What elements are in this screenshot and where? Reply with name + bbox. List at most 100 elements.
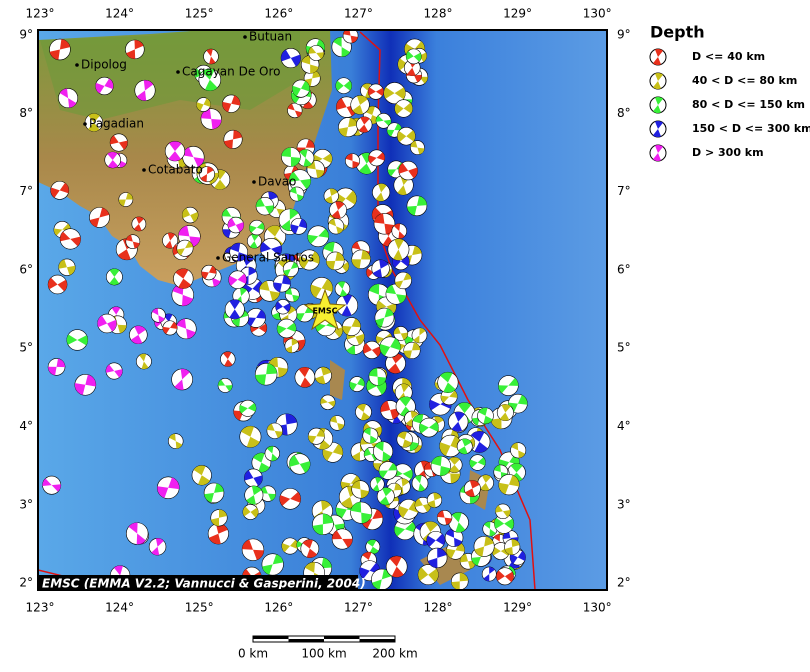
- legend-label: 80 < D <= 150 km: [692, 98, 805, 111]
- legend-ball: [649, 96, 667, 114]
- beachball-quadrant: [53, 223, 71, 236]
- lat-label-right: 8°: [617, 106, 631, 120]
- lat-label-right: 6°: [617, 262, 631, 276]
- beachball-quadrant: [241, 426, 260, 448]
- beachball-quadrant: [372, 477, 382, 492]
- beachball-quadrant: [66, 334, 88, 346]
- beachball-quadrant: [287, 103, 302, 118]
- beachball-quadrant: [407, 196, 427, 216]
- beachball-quadrant: [333, 37, 350, 57]
- beachball-quadrant: [451, 411, 465, 432]
- city-label: Cotabato: [148, 163, 203, 177]
- scale-labels: 0 km 100 km 200 km: [238, 647, 418, 661]
- beachball-quadrant: [393, 327, 408, 340]
- beachball-quadrant: [398, 383, 409, 402]
- beachball-quadrant: [395, 272, 412, 289]
- beachball-quadrant: [508, 395, 528, 413]
- scale-bar-segment: [324, 636, 360, 639]
- beachball-quadrant: [105, 364, 123, 378]
- beachball-quadrant: [465, 480, 480, 497]
- beachball-quadrant: [97, 315, 117, 332]
- beachball-quadrant: [366, 539, 379, 554]
- beachball-quadrant: [228, 273, 247, 286]
- beachball-quadrant: [372, 259, 389, 278]
- beachball-quadrant: [451, 572, 469, 590]
- beachball-quadrant: [388, 353, 403, 374]
- beachball-quadrant: [511, 442, 526, 458]
- beachball-quadrant: [168, 141, 182, 161]
- lon-label-bottom: 125°: [185, 601, 214, 615]
- beachball-quadrant: [363, 427, 378, 444]
- legend-ball-quadrant: [653, 73, 663, 89]
- legend-label: 150 < D <= 300 km: [692, 122, 810, 135]
- beachball-quadrant: [285, 338, 299, 353]
- beachball-quadrant: [498, 475, 520, 495]
- beachball-quadrant: [249, 222, 265, 233]
- beachball-quadrant: [337, 281, 348, 297]
- beachball-quadrant: [375, 308, 394, 327]
- beachball-quadrant: [399, 396, 412, 417]
- beachball-quadrant: [357, 403, 370, 421]
- beachball-quadrant: [308, 47, 324, 59]
- beachball-quadrant: [338, 117, 358, 137]
- beachball-quadrant: [202, 68, 218, 91]
- beachball-quadrant: [178, 225, 201, 248]
- beachball-quadrant: [279, 491, 301, 506]
- beachball-quadrant: [196, 98, 211, 111]
- beachball-quadrant: [152, 308, 165, 323]
- scale-bar: [252, 635, 396, 643]
- beachball-quadrant: [176, 318, 196, 339]
- beachball-quadrant: [253, 453, 270, 473]
- lat-label-left: 9°: [19, 28, 33, 42]
- lat-label-left: 7°: [19, 184, 33, 198]
- beachball-quadrant: [419, 421, 439, 434]
- legend-ball: [649, 48, 667, 66]
- beachball-quadrant: [139, 353, 149, 370]
- city-dot: [176, 70, 180, 74]
- legend-ball-quadrant: [653, 49, 663, 65]
- scale-label: 200 km: [372, 647, 417, 661]
- beachball-quadrant: [281, 49, 301, 67]
- lat-label-right: 2°: [617, 576, 631, 590]
- beachball-quadrant: [324, 188, 338, 204]
- beachball-quadrant: [227, 218, 244, 232]
- beachball-quadrant: [359, 562, 380, 579]
- beachball-quadrant: [260, 242, 282, 256]
- beachball-quadrant: [484, 521, 496, 537]
- beachball-quadrant: [427, 492, 442, 508]
- legend-label: D > 300 km: [692, 146, 764, 159]
- beachball-quadrant: [298, 367, 312, 388]
- beachball-quadrant: [95, 78, 114, 94]
- lat-label-left: 8°: [19, 106, 33, 120]
- lon-label-bottom: 130°: [583, 601, 612, 615]
- city-label: Davao: [258, 175, 296, 189]
- beachball-quadrant: [249, 233, 259, 249]
- beachball-quadrant: [128, 522, 146, 545]
- legend-ball: [649, 144, 667, 162]
- city-label: General Santos: [222, 251, 314, 265]
- beachball-quadrant: [110, 135, 128, 150]
- beachball-quadrant: [169, 433, 183, 449]
- beachball-quadrant: [386, 284, 407, 304]
- beachball-quadrant: [418, 567, 439, 583]
- beachball-quadrant: [478, 407, 493, 424]
- beachball-quadrant: [358, 116, 370, 133]
- beachball-quadrant: [299, 251, 320, 269]
- beachball-quadrant: [380, 400, 400, 420]
- legend-ball-quadrant: [653, 145, 663, 161]
- lon-label-top: 124°: [105, 7, 134, 21]
- beachball-quadrant: [458, 438, 472, 454]
- beachball-quadrant: [49, 39, 71, 60]
- beachball-quadrant: [246, 485, 262, 505]
- beachball-quadrant: [414, 475, 426, 492]
- beachball-quadrant: [320, 397, 336, 407]
- beachball-quadrant: [393, 238, 404, 261]
- beachball-quadrant: [50, 182, 69, 198]
- beachball-quadrant: [469, 457, 486, 468]
- beachball-quadrant: [342, 318, 361, 335]
- beachball-quadrant: [471, 431, 488, 453]
- beachball-quadrant: [42, 478, 61, 492]
- beachball-quadrant: [174, 368, 190, 390]
- lat-label-left: 3°: [19, 497, 33, 511]
